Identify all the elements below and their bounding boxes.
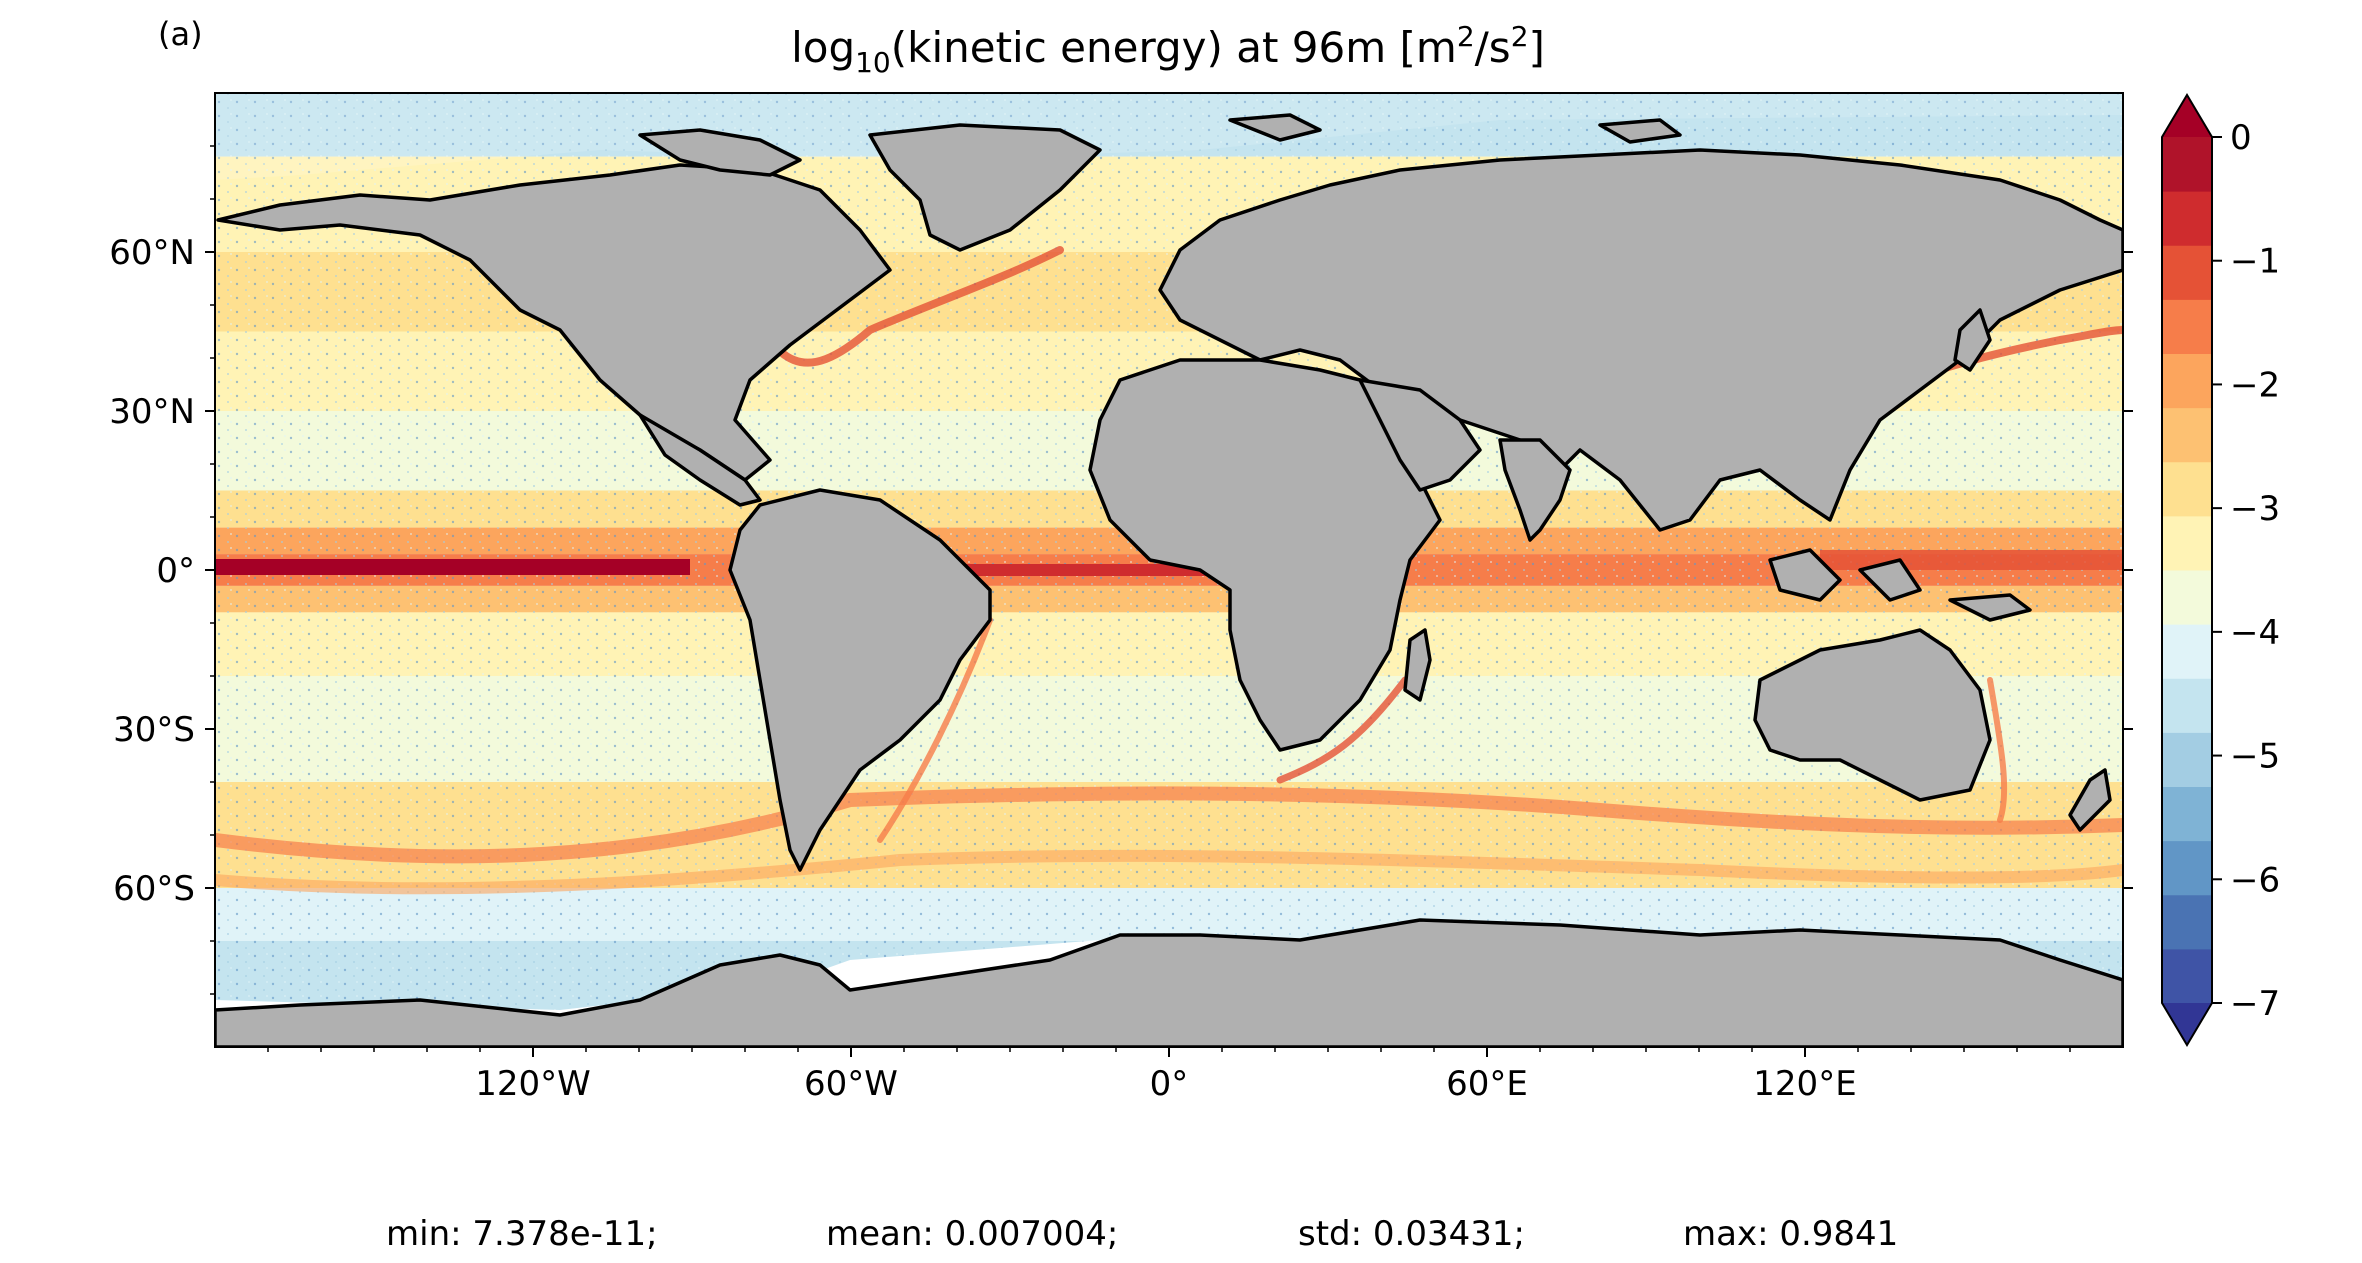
latitude-axis: 60°N 30°N 0° 30°S 60°S (109, 145, 2133, 995)
sea-ice-arctic-pacific (215, 93, 2123, 180)
colorbar-tick-label: −3 (2230, 489, 2280, 529)
lat-tick-label: 60°S (113, 869, 195, 909)
colorbar-segment (2162, 570, 2212, 625)
agulhas (1276, 676, 1409, 784)
title-middle-2: /s (1475, 23, 1511, 72)
title-superscript-1: 2 (1457, 20, 1475, 53)
lon-tick-label: 120°E (1753, 1064, 1856, 1104)
colorbar: 0 −1 −2 −3 −4 −5 −6 −7 (2161, 93, 2280, 1047)
colorbar-tick-label: −1 (2230, 242, 2280, 282)
lat-tick-label: 30°N (109, 392, 195, 432)
africa (1088, 358, 1442, 752)
colorbar-tick-label: −7 (2230, 984, 2280, 1024)
acc-south (215, 849, 2123, 895)
stat-std: std: 0.03431; (1298, 1214, 1525, 1254)
stats-line: min: 7.378e-11; mean: 0.007004; std: 0.0… (386, 1214, 1898, 1254)
colorbar-segment (2162, 948, 2212, 1004)
australia (1753, 628, 1992, 802)
colorbar-segment (2162, 461, 2212, 517)
antarctica (215, 918, 2123, 1047)
colorbar-segment (2162, 191, 2212, 246)
lon-tick-label: 60°W (804, 1064, 898, 1104)
title-subscript: 10 (855, 46, 891, 79)
title-middle: (kinetic energy) at 96m [m (891, 23, 1457, 72)
stat-max: max: 0.9841 (1683, 1214, 1898, 1254)
madagascar (1403, 628, 1432, 702)
lon-tick-label: 60°E (1446, 1064, 1528, 1104)
maritime-continent (1768, 548, 2032, 622)
colorbar-segment (2162, 515, 2212, 571)
stat-min: min: 7.378e-11; (386, 1214, 658, 1254)
japan (1953, 308, 1992, 372)
lat-tick-label: 60°N (109, 233, 195, 273)
colorbar-tick-label: −6 (2230, 860, 2280, 900)
colorbar-tick-label: −5 (2230, 737, 2280, 777)
panel-label: (a) (158, 15, 203, 53)
colorbar-extend-bottom (2162, 1003, 2212, 1045)
east-australian (1987, 677, 2008, 823)
arabian-peninsula (1358, 378, 1482, 492)
lat-tick-label: 0° (156, 551, 195, 591)
map-area (215, 93, 2123, 1047)
colorbar-segment (2162, 786, 2212, 842)
north-america (216, 163, 892, 482)
brazil-current (877, 617, 993, 843)
title-log: log (791, 23, 855, 72)
colorbar-segment (2162, 137, 2212, 192)
map-title: log10(kinetic energy) at 96m [m2/s2] (791, 20, 1545, 79)
greenland (868, 123, 1102, 252)
colorbar-segment (2162, 840, 2212, 896)
stat-mean: mean: 0.007004; (826, 1214, 1118, 1254)
colorbar-segment (2162, 353, 2212, 409)
colorbar-tick-label: 0 (2230, 118, 2252, 158)
central-america (638, 413, 762, 507)
title-suffix: ] (1529, 23, 1545, 72)
colorbar-extend-top (2162, 95, 2212, 137)
arctic-islands (638, 113, 1682, 177)
colorbar-segment (2162, 407, 2212, 463)
india (1498, 438, 1572, 542)
colorbar-tick-label: −2 (2230, 365, 2280, 405)
south-america (728, 488, 992, 872)
lon-tick-label: 0° (1150, 1064, 1189, 1104)
land (215, 113, 2123, 1047)
colorbar-segment (2162, 245, 2212, 300)
colorbar-segment (2162, 624, 2212, 679)
colorbar-segment (2162, 678, 2212, 733)
colorbar-segment (2162, 894, 2212, 950)
new-zealand (2068, 768, 2112, 832)
longitude-axis: 120°W 60°W 0° 60°E 120°E (267, 1047, 2071, 1104)
lon-tick-label: 120°W (475, 1064, 591, 1104)
colorbar-segment (2162, 732, 2212, 787)
acc-north (215, 786, 2123, 864)
colorbar-tick-label: −4 (2230, 613, 2280, 653)
title-superscript-2: 2 (1511, 20, 1529, 53)
colorbar-segment (2162, 299, 2212, 354)
lat-tick-label: 30°S (113, 710, 195, 750)
